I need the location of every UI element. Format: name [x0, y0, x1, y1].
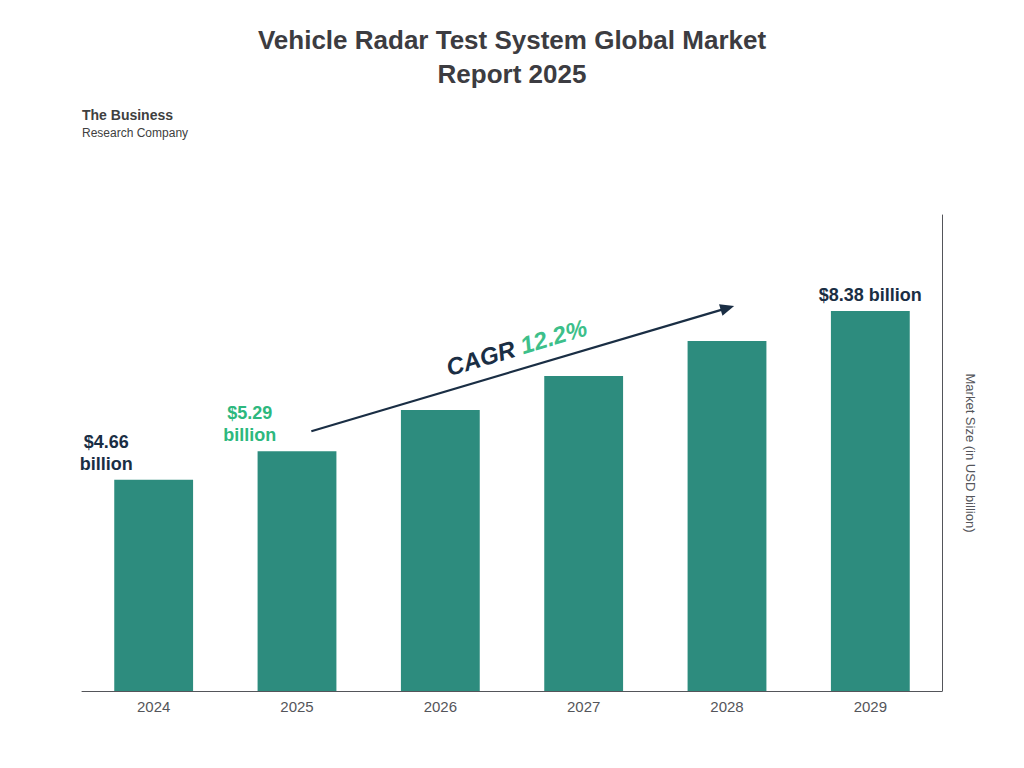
svg-text:CAGR: CAGR: [443, 333, 525, 381]
svg-text:$4.66: $4.66: [84, 432, 129, 452]
svg-text:12.2%: 12.2%: [517, 314, 590, 359]
svg-text:Research Company: Research Company: [82, 126, 188, 140]
svg-text:2027: 2027: [567, 698, 600, 715]
svg-text:2025: 2025: [280, 698, 313, 715]
svg-text:$8.38 billion: $8.38 billion: [819, 285, 922, 305]
svg-text:Report 2025: Report 2025: [438, 59, 587, 89]
svg-text:billion: billion: [223, 425, 276, 445]
svg-text:Vehicle Radar Test System Glob: Vehicle Radar Test System Global Market: [258, 25, 767, 55]
svg-text:$5.29: $5.29: [227, 403, 272, 423]
svg-text:The Business: The Business: [82, 107, 173, 123]
svg-text:2029: 2029: [854, 698, 887, 715]
svg-text:2028: 2028: [710, 698, 743, 715]
svg-text:Market Size (in USD billion): Market Size (in USD billion): [963, 374, 978, 533]
svg-text:2026: 2026: [424, 698, 457, 715]
svg-text:2024: 2024: [137, 698, 170, 715]
svg-text:billion: billion: [80, 454, 133, 474]
